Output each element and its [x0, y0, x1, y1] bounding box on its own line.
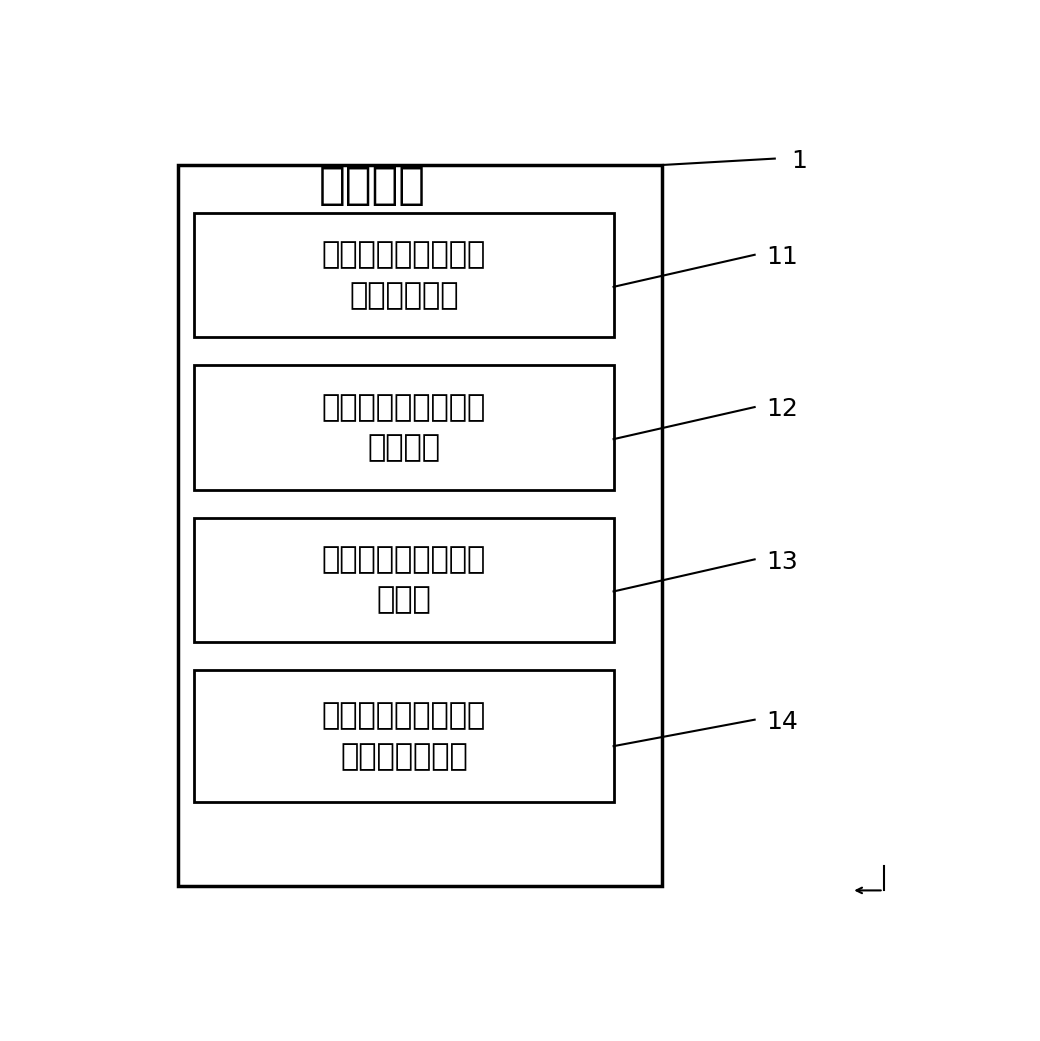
Bar — [194, 365, 614, 489]
Text: 13: 13 — [766, 550, 799, 574]
Text: 12: 12 — [766, 398, 799, 422]
Bar — [194, 670, 614, 803]
Text: 1: 1 — [790, 149, 807, 173]
Text: 木工带锯机踞轮主轴
转速监测装置: 木工带锯机踞轮主轴 转速监测装置 — [322, 240, 486, 310]
Text: 木工带锯条张紧力监
测装置: 木工带锯条张紧力监 测装置 — [322, 545, 486, 614]
Bar — [194, 213, 614, 337]
Bar — [194, 517, 614, 642]
Text: 木工带锯条横向振动
位移参数监测装: 木工带锯条横向振动 位移参数监测装 — [322, 702, 486, 771]
Text: 监测系统: 监测系统 — [318, 163, 425, 206]
Text: 木工带锯机进料速度
监测装置: 木工带锯机进料速度 监测装置 — [322, 392, 486, 462]
Text: 11: 11 — [766, 246, 799, 270]
Bar — [179, 164, 661, 887]
Text: 14: 14 — [766, 710, 799, 734]
